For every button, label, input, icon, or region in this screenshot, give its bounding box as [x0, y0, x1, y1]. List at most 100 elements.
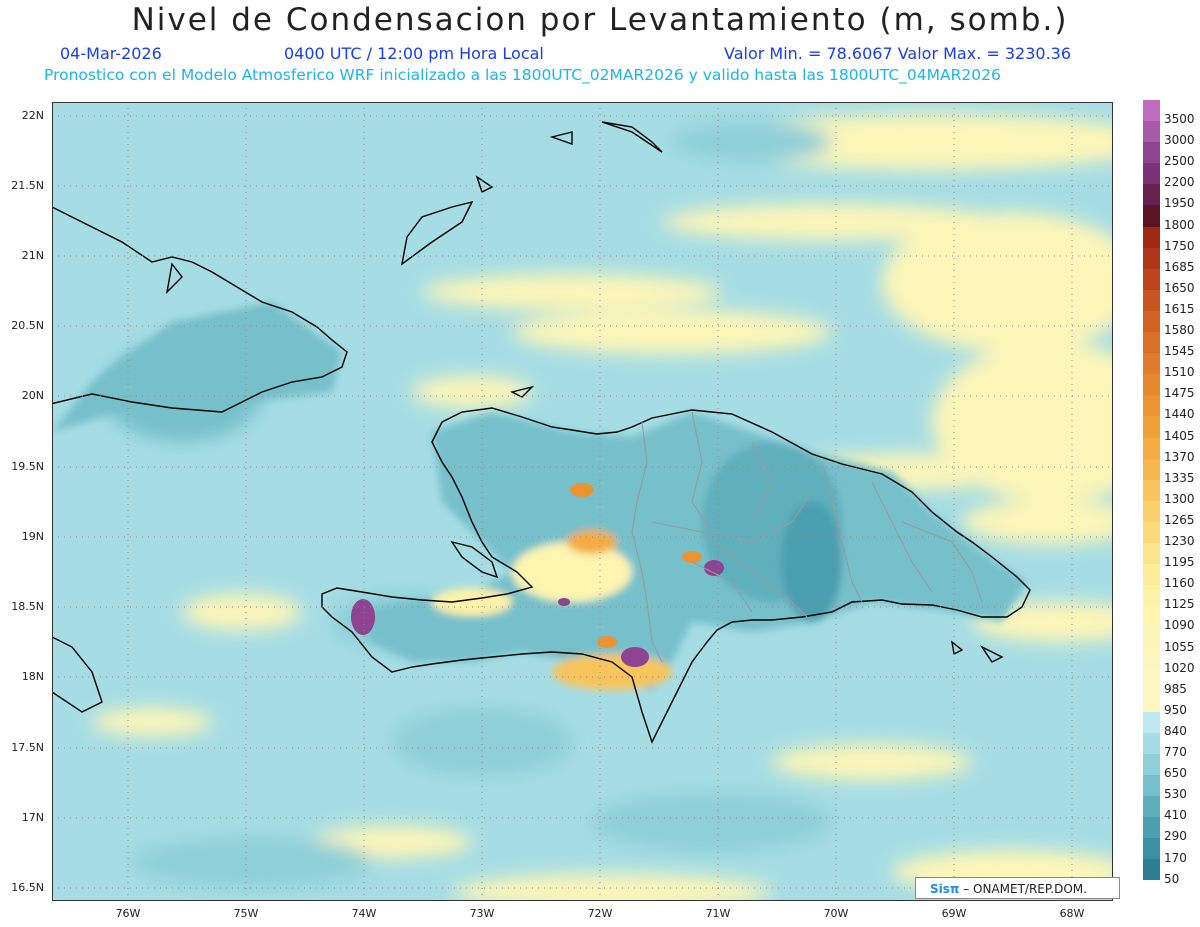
colorbar-label: 290	[1164, 829, 1187, 844]
colorbar-swatch	[1143, 289, 1160, 311]
lat-label: 20.5N	[11, 319, 44, 332]
colorbar-label: 1020	[1164, 660, 1195, 675]
lon-label: 72W	[587, 907, 613, 920]
colorbar-label: 1160	[1164, 576, 1195, 591]
lon-label: 71W	[705, 907, 731, 920]
lon-label: 69W	[941, 907, 967, 920]
chart-title: Nivel de Condensacion por Levantamiento …	[131, 2, 1069, 38]
colorbar-swatch	[1143, 163, 1160, 185]
colorbar-label: 1335	[1164, 470, 1195, 485]
colorbar	[1143, 100, 1160, 881]
colorbar-label: 1750	[1164, 238, 1195, 253]
colorbar-swatch	[1143, 353, 1160, 375]
coastlines	[52, 121, 1031, 744]
colorbar-label: 1475	[1164, 386, 1195, 401]
colorbar-label: 1370	[1164, 449, 1195, 464]
colorbar-label: 1125	[1164, 597, 1195, 612]
colorbar-swatch	[1143, 247, 1160, 269]
colorbar-swatch	[1143, 521, 1160, 543]
colorbar-swatch	[1143, 226, 1160, 248]
forecast-date: 04-Mar-2026	[60, 44, 162, 63]
colorbar-swatch	[1143, 542, 1160, 565]
colorbar-swatch	[1143, 374, 1160, 396]
lon-label: 74W	[351, 907, 377, 920]
colorbar-label: 950	[1164, 702, 1187, 717]
colorbar-swatch	[1143, 627, 1160, 649]
lat-label: 22N	[21, 109, 44, 122]
sispi-logo: Sisπ	[930, 882, 960, 896]
lat-label: 18.5N	[11, 600, 44, 613]
colorbar-label: 1580	[1164, 323, 1195, 337]
colorbar-label: 3000	[1164, 133, 1195, 148]
colorbar-swatch	[1143, 437, 1160, 459]
map-frame	[52, 102, 1113, 901]
colorbar-swatch	[1143, 395, 1160, 417]
colorbar-label: 2500	[1164, 154, 1195, 169]
lcl-peaks	[351, 483, 724, 667]
colorbar-swatch	[1143, 690, 1160, 712]
colorbar-swatch	[1143, 564, 1160, 586]
colorbar-label: 1055	[1164, 639, 1195, 654]
colorbar-label: 770	[1164, 745, 1187, 759]
colorbar-swatch	[1143, 310, 1160, 333]
lon-label: 73W	[469, 907, 495, 920]
colorbar-swatch	[1143, 732, 1160, 754]
lat-label: 17N	[21, 811, 44, 824]
colorbar-label: 1195	[1164, 555, 1195, 570]
colorbar-label: 1685	[1164, 259, 1195, 274]
lon-label: 75W	[233, 907, 259, 920]
lcl-map	[52, 102, 1113, 901]
colorbar-label: 840	[1164, 723, 1187, 738]
colorbar-swatch	[1143, 775, 1160, 797]
colorbar-swatch	[1143, 268, 1160, 290]
province-borders	[631, 411, 983, 663]
forecast-time: 0400 UTC / 12:00 pm Hora Local	[284, 44, 544, 63]
credit-box: Sisπ – ONAMET/REP.DOM.	[915, 877, 1120, 899]
value-range: Valor Min. = 78.6067 Valor Max. = 3230.3…	[724, 44, 1072, 63]
colorbar-label: 3500	[1164, 112, 1195, 126]
map-panel	[52, 102, 1113, 901]
lat-label: 17.5N	[11, 741, 44, 754]
colorbar-swatch	[1143, 121, 1160, 143]
colorbar-swatch	[1143, 817, 1160, 839]
colorbar-label: 170	[1164, 850, 1187, 865]
lon-label: 68W	[1059, 907, 1085, 920]
lat-label: 18N	[21, 670, 44, 683]
colorbar-swatch	[1143, 585, 1160, 607]
colorbar-swatch	[1143, 332, 1160, 354]
colorbar-swatch	[1143, 500, 1160, 522]
colorbar-label: 1650	[1164, 280, 1195, 295]
credit-text: – ONAMET/REP.DOM.	[963, 882, 1087, 896]
colorbar-swatch	[1143, 648, 1160, 670]
colorbar-swatch	[1143, 458, 1160, 480]
colorbar-swatch	[1143, 205, 1160, 227]
colorbar-swatch	[1143, 796, 1160, 818]
colorbar-label: 1405	[1164, 428, 1195, 443]
lon-label: 76W	[115, 907, 141, 920]
colorbar-label: 2200	[1164, 175, 1195, 190]
lat-label: 20N	[21, 389, 44, 402]
colorbar-swatch	[1143, 606, 1160, 628]
colorbar-swatch	[1143, 100, 1160, 122]
colorbar-label: 1800	[1164, 217, 1195, 232]
colorbar-swatch	[1143, 711, 1160, 733]
colorbar-label: 1265	[1164, 512, 1195, 527]
lat-label: 21.5N	[11, 179, 44, 192]
colorbar-label: 1615	[1164, 301, 1195, 316]
colorbar-label: 1090	[1164, 618, 1195, 633]
colorbar-swatch	[1143, 669, 1160, 691]
colorbar-label: 410	[1164, 808, 1187, 823]
lat-label: 16.5N	[11, 881, 44, 894]
colorbar-label: 530	[1164, 787, 1187, 802]
colorbar-swatch	[1143, 142, 1160, 164]
lat-label: 19.5N	[11, 460, 44, 473]
lon-label: 70W	[823, 907, 849, 920]
colorbar-label: 650	[1164, 766, 1187, 781]
colorbar-label: 985	[1164, 681, 1187, 696]
lat-label: 21N	[21, 249, 44, 262]
colorbar-label: 1545	[1164, 344, 1195, 359]
colorbar-label: 50	[1164, 871, 1180, 886]
colorbar-swatch	[1143, 479, 1160, 501]
lat-label: 19N	[21, 530, 44, 543]
colorbar-label: 1950	[1164, 196, 1195, 211]
